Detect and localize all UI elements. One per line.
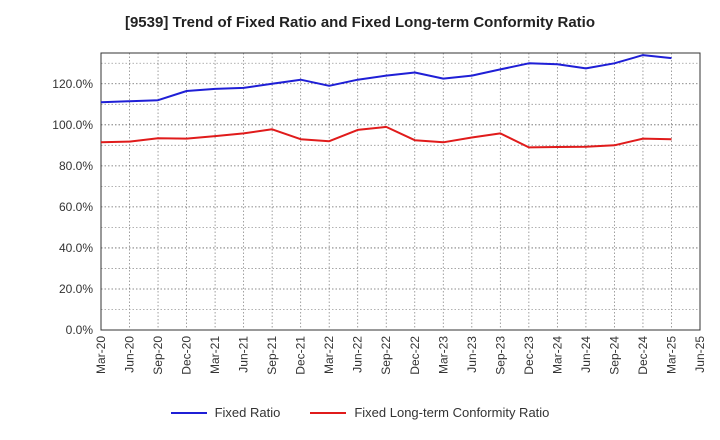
y-tick-label: 20.0% [59,282,93,296]
y-tick-label: 80.0% [59,159,93,173]
y-tick-label: 60.0% [59,200,93,214]
legend-swatch-fixed-long-term [310,411,347,414]
x-tick-label: Dec-22 [408,336,422,375]
x-tick-label: Jun-25 [693,336,707,373]
y-tick-label: 100.0% [52,118,93,132]
x-tick-label: Jun-23 [465,336,479,373]
x-tick-label: Mar-23 [436,336,450,374]
x-tick-label: Mar-24 [550,336,564,374]
x-tick-label: Dec-24 [636,336,650,375]
x-tick-label: Dec-21 [294,336,308,375]
chart-title: [9539] Trend of Fixed Ratio and Fixed Lo… [124,14,596,31]
legend: Fixed Ratio Fixed Long-term Conformity R… [0,405,720,420]
x-tick-label: Sep-20 [151,336,165,375]
x-tick-label: Dec-23 [522,336,536,375]
legend-label-fixed-long-term: Fixed Long-term Conformity Ratio [354,405,550,420]
x-tick-label: Sep-23 [493,336,507,375]
x-tick-label: Jun-21 [237,336,251,373]
x-tick-label: Dec-20 [180,336,194,375]
legend-label-fixed-ratio: Fixed Ratio [214,405,281,420]
x-tick-label: Sep-24 [607,336,621,375]
series-line-0 [100,54,672,104]
plot-frame [100,52,701,331]
y-tick-label: 0.0% [66,323,94,337]
series-line-1 [100,125,672,149]
legend-item-fixed-ratio: Fixed Ratio [170,405,281,420]
x-tick-label: Mar-25 [664,336,678,374]
y-tick-label: 40.0% [59,241,93,255]
x-tick-label: Sep-21 [265,336,279,375]
x-tick-label: Jun-22 [351,336,365,373]
x-tick-label: Mar-22 [322,336,336,374]
x-tick-label: Jun-24 [579,336,593,373]
x-tick-label: Jun-20 [123,336,137,373]
y-tick-label: 120.0% [52,77,93,91]
legend-swatch-fixed-ratio [170,411,207,414]
x-tick-label: Mar-21 [208,336,222,374]
legend-item-fixed-long-term: Fixed Long-term Conformity Ratio [310,405,549,420]
x-tick-label: Sep-22 [379,336,393,375]
x-tick-label: Mar-20 [94,336,108,374]
